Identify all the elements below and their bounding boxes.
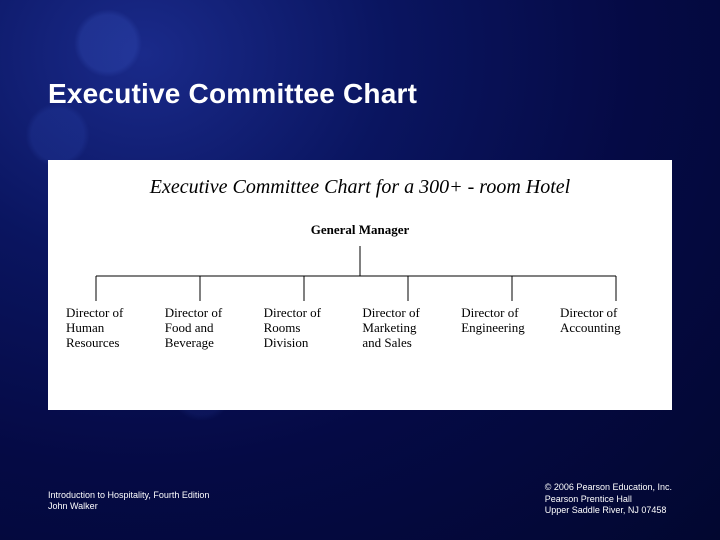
- org-child-2: Director of Rooms Division: [264, 306, 358, 351]
- org-chart-panel: Executive Committee Chart for a 300+ - r…: [48, 160, 672, 410]
- org-child-3: Director of Marketing and Sales: [362, 306, 456, 351]
- org-root-label: General Manager: [311, 222, 410, 238]
- org-children-row: Director of Human ResourcesDirector of F…: [48, 306, 672, 351]
- org-child-4: Director of Engineering: [461, 306, 555, 351]
- footer-right-text: © 2006 Pearson Education, Inc. Pearson P…: [545, 482, 672, 516]
- chart-heading: Executive Committee Chart for a 300+ - r…: [48, 160, 672, 199]
- slide: Executive Committee Chart Executive Comm…: [0, 0, 720, 540]
- org-child-0: Director of Human Resources: [66, 306, 160, 351]
- org-child-1: Director of Food and Beverage: [165, 306, 259, 351]
- slide-title: Executive Committee Chart: [48, 78, 417, 110]
- org-connector-lines: [48, 246, 672, 306]
- footer-left-text: Introduction to Hospitality, Fourth Edit…: [48, 490, 209, 513]
- org-child-5: Director of Accounting: [560, 306, 654, 351]
